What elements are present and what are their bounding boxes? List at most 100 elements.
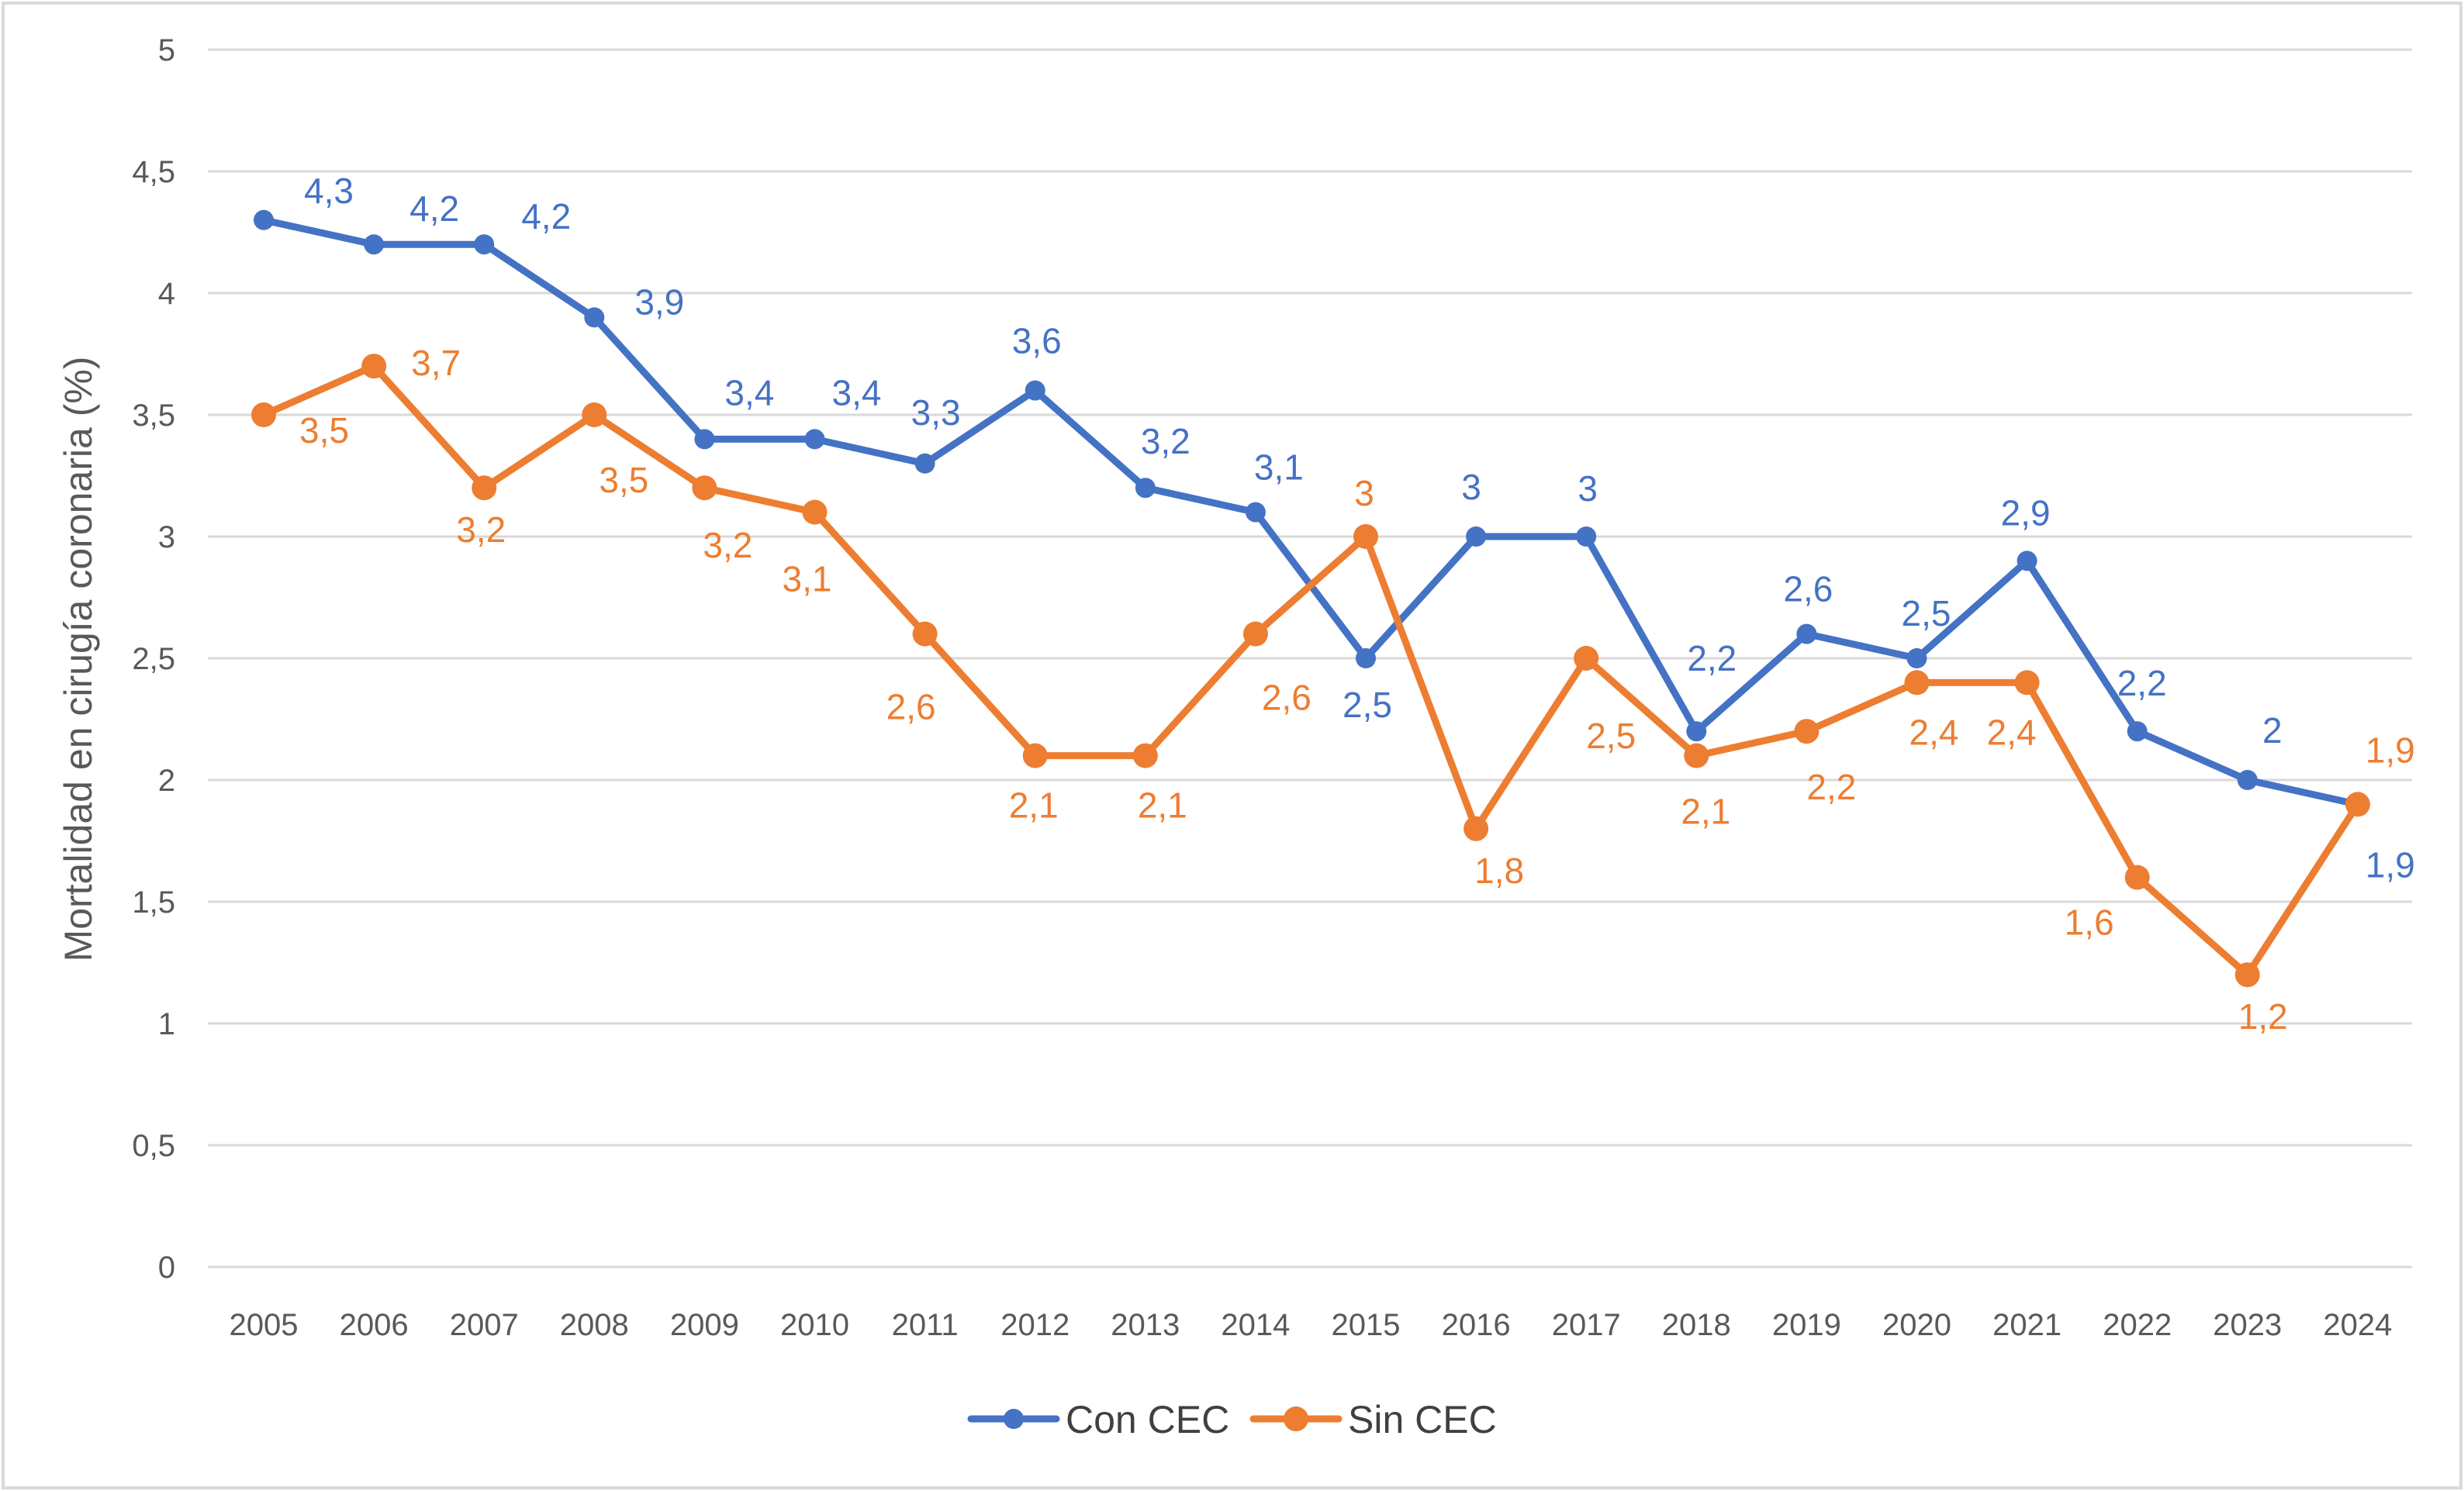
- data-label: 1,2: [2238, 996, 2288, 1037]
- x-axis-ticks: 2005 2006 2007 2008 2009 2010 2011 2012 2013 2014…: [230, 1308, 2393, 1342]
- y-tick-label: 0: [158, 1251, 175, 1285]
- data-point: [2345, 792, 2370, 817]
- data-label: 3,3: [911, 392, 961, 433]
- x-tick-label: 2007: [450, 1308, 519, 1342]
- data-point: [1132, 743, 1158, 768]
- data-label: 3,4: [724, 372, 774, 412]
- data-point: [804, 429, 825, 450]
- legend-entry: Con CEC: [1066, 1398, 1229, 1441]
- x-tick-label: 2024: [2323, 1308, 2392, 1342]
- data-label: 3,1: [783, 559, 832, 599]
- data-point: [912, 621, 938, 647]
- legend: Con CEC Sin CEC: [967, 1398, 1497, 1441]
- data-label: 2,2: [1687, 638, 1737, 678]
- series-lines: [260, 216, 2362, 978]
- data-label: 2,2: [1806, 767, 1856, 807]
- data-point: [474, 234, 495, 255]
- data-point: [582, 402, 607, 427]
- y-tick-label: 1,5: [132, 885, 175, 920]
- data-label: 2,9: [2001, 492, 2051, 533]
- data-point: [1574, 646, 1599, 671]
- data-point: [692, 475, 717, 501]
- data-label: 1,8: [1474, 851, 1524, 891]
- data-point: [584, 307, 605, 328]
- x-tick-label: 2022: [2103, 1308, 2172, 1342]
- data-label: 3: [1461, 467, 1481, 507]
- data-label: 2,6: [886, 687, 936, 727]
- data-label: 2,1: [1138, 785, 1187, 826]
- data-label: 4,2: [410, 188, 459, 229]
- y-tick-label: 2: [158, 764, 175, 798]
- legend-entry: Sin CEC: [1348, 1398, 1497, 1441]
- x-tick-label: 2018: [1662, 1308, 1731, 1342]
- data-label: 1,9: [2366, 844, 2415, 885]
- data-point: [1135, 478, 1156, 499]
- data-point: [1576, 526, 1597, 547]
- data-point: [1245, 502, 1266, 523]
- y-tick-label: 0,5: [132, 1129, 175, 1163]
- y-tick-label: 1: [158, 1007, 175, 1041]
- data-point: [694, 429, 715, 450]
- gridlines: [208, 48, 2412, 1268]
- data-label: 3,2: [456, 509, 506, 550]
- data-point: [1242, 621, 1268, 647]
- data-point: [1906, 648, 1927, 668]
- data-point: [1353, 524, 1378, 549]
- data-point: [2014, 670, 2040, 695]
- data-point: [1356, 648, 1376, 668]
- x-tick-label: 2013: [1111, 1308, 1180, 1342]
- data-point: [1466, 526, 1487, 547]
- x-tick-label: 2011: [892, 1308, 959, 1342]
- data-label: 4,3: [304, 171, 354, 211]
- data-point: [802, 499, 828, 525]
- y-tick-label: 3: [158, 520, 175, 554]
- data-point: [1022, 743, 1048, 768]
- series-line-sin-cec: [260, 362, 2362, 978]
- y-tick-label: 4,5: [132, 155, 175, 189]
- data-label: 2,1: [1681, 792, 1730, 832]
- x-tick-label: 2023: [2213, 1308, 2282, 1342]
- x-tick-label: 2016: [1442, 1308, 1511, 1342]
- data-point: [364, 234, 385, 255]
- data-point: [1796, 623, 1817, 644]
- data-label: 2,4: [1987, 712, 2037, 752]
- data-label: 2,2: [2117, 663, 2167, 703]
- data-point: [2016, 550, 2037, 571]
- x-tick-label: 2009: [670, 1308, 739, 1342]
- legend-swatch-marker: [1004, 1409, 1024, 1429]
- data-label: 3,6: [1012, 321, 1062, 361]
- data-label: 3,4: [832, 372, 882, 412]
- y-tick-label: 2,5: [132, 642, 175, 676]
- data-label: 3,1: [1254, 447, 1304, 488]
- data-point: [254, 209, 274, 230]
- x-tick-label: 2021: [1992, 1308, 2061, 1342]
- data-point: [251, 402, 276, 427]
- data-label: 1,9: [2366, 730, 2415, 770]
- data-label: 2,1: [1009, 785, 1059, 826]
- data-point: [1686, 721, 1707, 742]
- x-tick-label: 2014: [1221, 1308, 1290, 1342]
- x-tick-label: 2019: [1772, 1308, 1841, 1342]
- data-label: 1,6: [2065, 903, 2114, 943]
- data-point: [1794, 719, 1819, 744]
- data-label: 2: [2262, 710, 2283, 751]
- data-label: 2,5: [1343, 685, 1392, 725]
- legend-swatch-marker: [1284, 1406, 1308, 1431]
- data-label: 2,6: [1262, 678, 1311, 718]
- x-tick-label: 2015: [1332, 1308, 1401, 1342]
- data-label: 3: [1354, 473, 1374, 513]
- data-label: 4,2: [521, 196, 571, 236]
- data-label: 3,9: [634, 281, 684, 322]
- y-axis-label: Mortalidad en cirugía coronaria (%): [57, 357, 100, 962]
- x-tick-label: 2010: [780, 1308, 849, 1342]
- y-tick-label: 5: [158, 33, 175, 67]
- data-point: [1904, 670, 1930, 695]
- data-point: [361, 354, 387, 379]
- data-label: 3,2: [1141, 421, 1191, 461]
- x-tick-label: 2020: [1882, 1308, 1951, 1342]
- data-point: [1025, 380, 1045, 401]
- x-tick-label: 2008: [560, 1308, 629, 1342]
